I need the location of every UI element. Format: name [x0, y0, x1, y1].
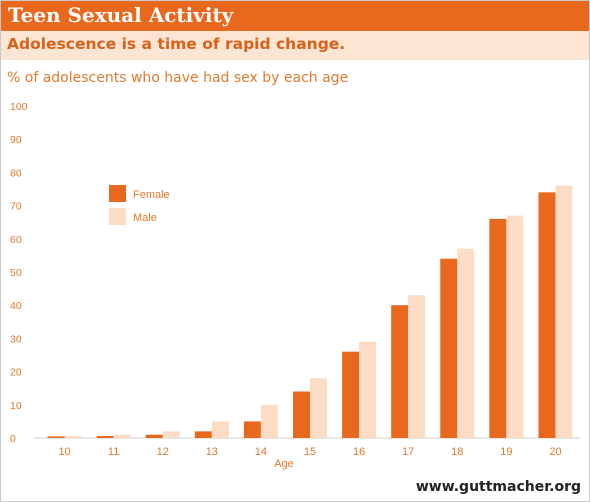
bars: [47, 185, 573, 438]
subtitle-bar: Adolescence is a time of rapid change.: [1, 31, 589, 60]
bar-male: [211, 421, 229, 438]
bar-male: [408, 295, 426, 438]
y-tick-label: 90: [10, 134, 22, 146]
bar-male: [64, 436, 82, 438]
source-link[interactable]: www.guttmacher.org: [415, 479, 581, 495]
x-tick-label: 17: [402, 446, 414, 458]
bar-female: [243, 421, 261, 438]
y-axis: 0 10 20 30 40 50 60 70 80 90 100: [10, 101, 28, 445]
x-tick-label: 16: [353, 446, 365, 458]
y-tick-label: 60: [10, 234, 22, 246]
y-tick-label: 20: [10, 367, 22, 379]
legend-label-female: Female: [133, 189, 170, 201]
x-tick-label: 15: [304, 446, 316, 458]
title-bar: Teen Sexual Activity: [1, 1, 589, 31]
x-axis-label: Age: [274, 458, 294, 470]
page-title: Teen Sexual Activity: [8, 3, 234, 27]
y-tick-label: 100: [10, 101, 28, 113]
bar-female: [342, 351, 360, 438]
x-tick-label: 11: [108, 446, 119, 458]
x-tick-label: 13: [206, 446, 218, 458]
bar-male: [457, 248, 475, 438]
x-axis: 10 11 12 13 14 15 16 17 18 19 20: [34, 437, 580, 458]
bar-female: [145, 434, 163, 438]
y-tick-label: 80: [10, 167, 22, 179]
bar-female: [538, 192, 556, 438]
y-tick-label: 70: [10, 201, 22, 213]
x-tick-label: 19: [500, 446, 512, 458]
bar-female: [96, 436, 114, 438]
bar-male: [113, 434, 131, 438]
bar-male: [260, 404, 278, 438]
legend-swatch-female: [109, 185, 126, 202]
bar-male: [310, 378, 327, 438]
bar-female: [194, 431, 212, 438]
chart-description: % of adolescents who have had sex by eac…: [7, 70, 349, 86]
bar-female: [47, 436, 65, 438]
y-tick-label: 40: [10, 300, 22, 312]
legend: Female Male: [109, 185, 170, 225]
bar-male: [506, 215, 524, 438]
y-tick-label: 10: [10, 400, 22, 412]
legend-swatch-male: [109, 208, 126, 225]
x-tick-label: 14: [255, 446, 267, 458]
bar-male: [555, 185, 573, 438]
y-tick-label: 50: [10, 267, 22, 279]
bar-female: [440, 258, 458, 438]
x-tick-label: 20: [549, 446, 561, 458]
bar-female: [293, 391, 310, 438]
bar-male: [162, 431, 180, 438]
bar-female: [489, 218, 507, 438]
y-tick-label: 0: [10, 433, 16, 445]
y-tick-label: 30: [10, 333, 22, 345]
x-tick-label: 10: [58, 446, 70, 458]
legend-label-male: Male: [133, 212, 157, 224]
x-tick-label: 12: [157, 446, 169, 458]
bar-female: [391, 305, 409, 438]
x-tick-label: 18: [451, 446, 463, 458]
bar-male: [359, 341, 377, 438]
page-subtitle: Adolescence is a time of rapid change.: [7, 35, 346, 53]
